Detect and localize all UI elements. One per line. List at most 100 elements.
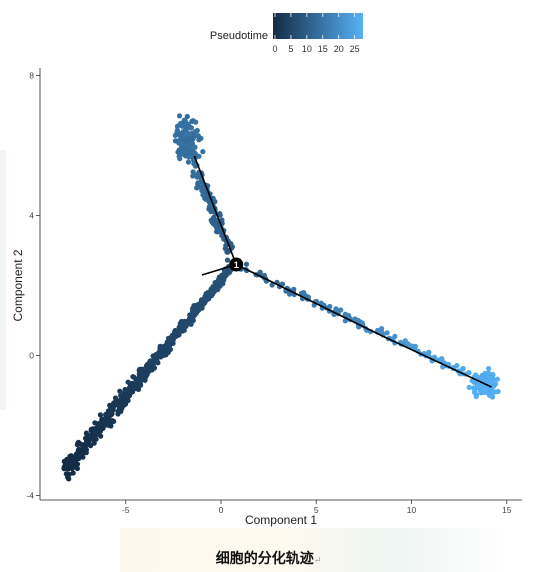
cell-point [479,390,485,396]
cell-point [480,372,486,378]
cell-point [78,441,84,447]
cell-point [174,330,180,336]
watermark-shape-bottom [120,528,510,572]
cell-point [83,447,89,453]
cell-point [92,420,98,426]
cell-point [203,196,209,202]
cell-point [158,354,164,360]
cell-point [183,138,189,144]
cell-point [179,146,185,152]
cell-point [125,379,131,385]
cell-point [177,151,183,158]
cell-point [154,358,160,364]
cell-point [191,161,197,167]
cell-point [111,418,117,424]
cell-point [214,226,220,232]
cell-point [125,391,131,397]
cell-point [214,281,220,287]
cell-point [188,321,194,327]
cell-point [73,464,79,470]
colorbar-tick-label: 5 [288,44,293,54]
cell-point [184,320,190,326]
cell-point [476,383,482,389]
trajectory-edge [235,263,384,337]
cell-point [196,137,202,143]
cell-point [122,386,128,393]
cell-point [112,395,119,401]
x-tick-label: 0 [219,505,224,515]
cell-point [100,425,106,431]
cell-point [186,316,192,322]
cell-point [105,408,111,414]
cell-point [136,377,142,383]
cell-point [222,270,228,276]
cell-point [168,337,174,343]
cell-point [454,363,460,369]
cell-point [192,150,198,156]
legend: Pseudotime 0 5 10 15 20 25 [210,13,363,54]
cell-point [66,476,72,482]
cell-point [224,247,231,253]
x-tick-label: 15 [502,505,512,515]
cell-point [71,457,77,463]
axes: -5 0 5 10 15 -4 0 4 8 Component 1 Component 2 [11,68,522,527]
cell-point [466,384,472,390]
branch-point: 1 [229,257,244,272]
cell-point [130,374,136,380]
x-axis-label: Component 1 [245,513,317,527]
cell-point [83,441,89,447]
cell-point [130,381,136,387]
colorbar-tick-label: 15 [318,44,328,54]
cell-point [327,303,333,310]
cell-point [195,133,201,139]
cell-point [135,386,142,392]
chart-svg: Pseudotime 0 5 10 15 20 25 -5 0 5 10 15 -4 0 4 8 Compo… [11,13,522,527]
cell-point [200,192,206,198]
cell-point [219,217,225,223]
cell-point [103,411,109,418]
trajectory-edges [193,155,492,388]
cell-point [164,343,170,349]
cell-point [186,154,192,160]
cell-point [77,451,84,457]
colorbar [273,13,363,39]
cell-point [188,125,195,131]
x-tick-label: 10 [407,505,417,515]
cell-point [127,385,133,391]
cell-point [118,398,124,404]
cell-point [176,113,183,119]
colorbar-ticks: 0 5 10 15 20 25 [272,13,360,54]
cell-point [91,436,97,442]
cell-point [223,243,229,249]
cell-point [357,319,363,325]
cell-point [172,138,179,144]
y-tick-label: 0 [29,351,34,361]
cell-point [167,346,173,353]
cell-points [61,113,501,482]
cell-point [179,326,185,332]
caption-text: 细胞的分化轨迹 [215,551,314,567]
cell-point [243,261,250,267]
legend-title: Pseudotime [210,30,268,42]
cell-point [439,356,445,362]
cell-point [97,420,103,426]
cell-point [117,388,123,394]
cell-point [136,367,142,373]
cell-point [122,397,128,403]
cell-point [207,290,213,296]
cell-point [190,173,196,179]
cell-point [164,339,170,345]
cell-point [217,211,223,217]
cell-point [187,312,193,318]
cell-point [68,453,74,459]
cell-point [384,330,390,336]
cell-point [163,347,170,353]
cell-point [193,119,199,125]
cell-point [197,184,203,190]
cell-point [219,232,225,239]
cell-point [219,278,225,284]
cell-point [482,386,488,393]
y-tick-label: 4 [29,211,34,221]
cell-point [159,346,165,352]
cell-point [409,343,415,349]
